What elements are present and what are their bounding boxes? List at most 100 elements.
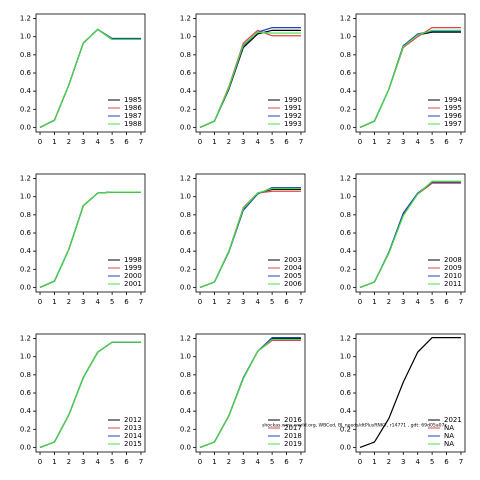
x-tick-label: 0 — [38, 138, 42, 146]
y-tick-label: 0.8 — [340, 51, 351, 59]
legend-label: 2019 — [284, 440, 302, 448]
y-tick-label: 0.0 — [180, 123, 191, 131]
legend-label: 2009 — [444, 264, 462, 272]
y-tick-label: 1.2 — [20, 175, 31, 183]
legend-label: 1998 — [124, 256, 142, 264]
x-tick-label: 7 — [459, 138, 463, 146]
legend-label: 2003 — [284, 256, 302, 264]
x-tick-label: 2 — [227, 458, 231, 466]
series-line — [39, 341, 141, 449]
x-tick-label: 4 — [95, 458, 100, 466]
x-tick-label: 6 — [284, 458, 289, 466]
legend-label: 1997 — [444, 120, 462, 128]
x-tick-label: 0 — [358, 138, 362, 146]
y-tick-label: 0.0 — [20, 123, 31, 131]
x-tick-label: 6 — [444, 458, 449, 466]
x-tick-label: 7 — [139, 458, 143, 466]
x-tick-label: 1 — [372, 298, 376, 306]
annotation: shockas.wms.world.org, WBCed, Bl_needs/d… — [262, 423, 448, 429]
x-tick-label: 1 — [52, 298, 56, 306]
legend-label: 2006 — [284, 280, 302, 288]
x-tick-label: 0 — [358, 298, 362, 306]
legend-label: NA — [444, 424, 454, 432]
x-tick-label: 5 — [270, 138, 274, 146]
legend-label: 1999 — [124, 264, 142, 272]
x-tick-label: 6 — [284, 138, 289, 146]
legend-label: 2017 — [284, 424, 302, 432]
x-tick-label: 5 — [430, 298, 434, 306]
x-tick-label: 2 — [227, 138, 231, 146]
y-tick-label: 0.4 — [340, 247, 352, 255]
y-tick-label: 1.0 — [180, 33, 191, 41]
legend-label: 1993 — [284, 120, 302, 128]
y-tick-label: 1.0 — [180, 193, 191, 201]
x-tick-label: 4 — [415, 298, 420, 306]
x-tick-label: 4 — [255, 298, 260, 306]
x-tick-label: 5 — [270, 458, 274, 466]
y-tick-label: 0.4 — [20, 407, 32, 415]
x-tick-label: 3 — [81, 298, 85, 306]
x-tick-label: 1 — [212, 298, 216, 306]
y-tick-label: 1.0 — [20, 33, 31, 41]
y-tick-label: 0.2 — [340, 425, 351, 433]
x-tick-label: 3 — [81, 138, 85, 146]
series-line — [359, 337, 461, 449]
x-tick-label: 0 — [358, 458, 362, 466]
y-tick-label: 0.4 — [180, 87, 192, 95]
series-line — [359, 180, 461, 289]
x-tick-label: 6 — [124, 458, 129, 466]
legend-label: 1991 — [284, 104, 302, 112]
legend-label: 1996 — [444, 112, 462, 120]
x-tick-label: 6 — [124, 138, 129, 146]
legend-label: 1986 — [124, 104, 142, 112]
y-tick-label: 0.0 — [340, 443, 351, 451]
series-line — [199, 187, 301, 289]
legend-label: 1994 — [444, 96, 462, 104]
y-tick-label: 0.0 — [180, 443, 191, 451]
x-tick-label: 3 — [241, 458, 245, 466]
y-tick-label: 0.2 — [340, 105, 351, 113]
x-tick-label: 5 — [430, 138, 434, 146]
y-tick-label: 1.0 — [20, 353, 31, 361]
y-tick-label: 0.8 — [180, 371, 191, 379]
y-tick-label: 0.8 — [340, 371, 351, 379]
legend-label: 2021 — [444, 416, 462, 424]
series-line — [359, 29, 461, 129]
y-tick-label: 0.8 — [20, 211, 31, 219]
legend-label: NA — [444, 432, 454, 440]
x-tick-label: 5 — [110, 138, 114, 146]
x-tick-label: 0 — [198, 138, 202, 146]
legend-label: 1988 — [124, 120, 142, 128]
x-tick-label: 1 — [212, 138, 216, 146]
legend-label: 1987 — [124, 112, 142, 120]
y-tick-label: 0.2 — [20, 105, 31, 113]
y-tick-label: 0.6 — [180, 229, 192, 237]
x-tick-label: 3 — [241, 138, 245, 146]
y-tick-label: 0.4 — [180, 407, 192, 415]
y-tick-label: 0.8 — [180, 211, 191, 219]
series-line — [39, 28, 141, 128]
y-tick-label: 0.4 — [340, 407, 352, 415]
x-tick-label: 7 — [139, 298, 143, 306]
y-tick-label: 0.0 — [180, 283, 191, 291]
y-tick-label: 0.2 — [180, 265, 191, 273]
y-tick-label: 0.6 — [340, 69, 352, 77]
y-tick-label: 1.0 — [340, 353, 351, 361]
x-tick-label: 2 — [67, 138, 71, 146]
legend-label: 2018 — [284, 432, 302, 440]
y-tick-label: 1.2 — [340, 175, 351, 183]
x-tick-label: 2 — [387, 458, 391, 466]
y-tick-label: 0.8 — [20, 371, 31, 379]
x-tick-label: 0 — [198, 458, 202, 466]
y-tick-label: 0.8 — [180, 51, 191, 59]
y-tick-label: 1.2 — [340, 335, 351, 343]
y-tick-label: 0.2 — [180, 105, 191, 113]
legend-label: 2000 — [124, 272, 142, 280]
x-tick-label: 1 — [372, 458, 376, 466]
x-tick-label: 4 — [415, 458, 420, 466]
legend-label: 2012 — [124, 416, 142, 424]
y-tick-label: 1.2 — [20, 15, 31, 23]
x-tick-label: 7 — [459, 298, 463, 306]
legend-label: 2005 — [284, 272, 302, 280]
legend-label: 2015 — [124, 440, 142, 448]
